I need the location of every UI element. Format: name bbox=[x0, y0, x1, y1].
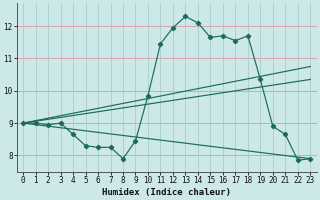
X-axis label: Humidex (Indice chaleur): Humidex (Indice chaleur) bbox=[102, 188, 231, 197]
